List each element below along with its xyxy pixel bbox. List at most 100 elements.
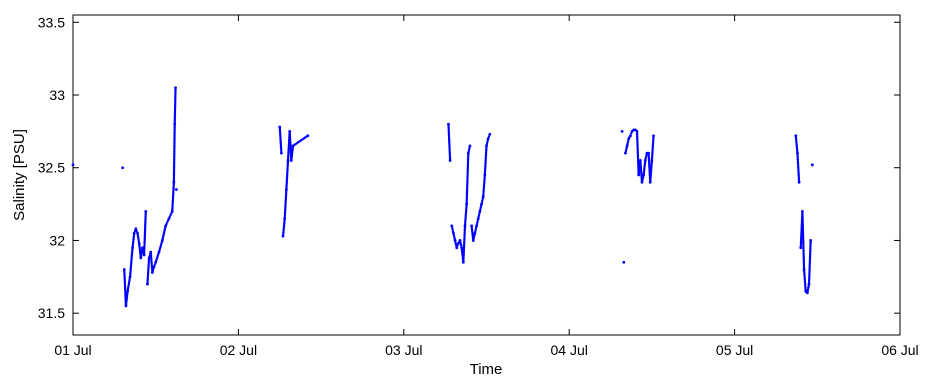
data-point <box>306 134 310 138</box>
data-point <box>151 269 155 272</box>
data-point <box>468 144 472 148</box>
data-point <box>476 221 479 224</box>
y-axis-label: Salinity [PSU] <box>11 129 28 221</box>
data-points <box>71 86 814 308</box>
data-point <box>644 157 647 160</box>
x-axis-label: Time <box>470 361 503 378</box>
plot-background <box>72 14 901 336</box>
data-point <box>453 235 456 239</box>
data-point <box>454 242 458 246</box>
data-point <box>625 148 628 151</box>
data-point <box>147 256 151 260</box>
x-tick-label: 03 Jul <box>385 342 422 358</box>
y-tick-label: 33 <box>49 87 65 103</box>
data-point <box>641 179 644 182</box>
data-point <box>165 222 168 226</box>
x-tick-label: 01 Jul <box>54 342 91 358</box>
y-tick-label: 32.5 <box>38 160 65 176</box>
data-point <box>479 208 482 211</box>
data-point <box>450 226 454 229</box>
data-point <box>282 227 285 231</box>
data-point <box>485 142 489 146</box>
data-point <box>795 145 798 148</box>
data-point <box>283 222 286 226</box>
data-point <box>452 233 456 237</box>
y-tick-label: 31.5 <box>38 305 65 321</box>
data-point <box>282 231 285 234</box>
data-point <box>474 228 477 231</box>
data-point <box>134 227 138 231</box>
data-point <box>486 141 489 144</box>
data-point <box>794 136 798 139</box>
data-point <box>169 213 172 217</box>
data-point <box>168 215 171 219</box>
data-point <box>467 148 471 151</box>
data-point <box>644 155 648 159</box>
data-point <box>472 237 475 240</box>
data-point <box>280 151 283 155</box>
data-point <box>455 246 459 250</box>
data-point <box>282 233 285 236</box>
data-point <box>477 213 481 217</box>
x-tick-label: 04 Jul <box>551 342 588 358</box>
data-point <box>153 263 157 266</box>
data-point <box>794 138 798 141</box>
data-point <box>150 271 154 274</box>
data-point <box>459 242 463 246</box>
data-point <box>282 224 286 227</box>
data-point <box>488 132 492 136</box>
data-point <box>479 206 482 209</box>
data-point <box>652 134 655 138</box>
data-point <box>474 230 477 233</box>
data-point <box>282 229 285 233</box>
data-point <box>810 163 814 167</box>
data-point <box>456 244 459 247</box>
data-point <box>283 220 286 224</box>
data-point <box>467 150 470 153</box>
data-point <box>144 209 148 213</box>
data-point <box>475 222 479 226</box>
data-point <box>132 231 136 235</box>
data-point <box>174 86 177 90</box>
x-tick-label: 06 Jul <box>881 342 918 358</box>
y-tick-label: 33.5 <box>38 14 65 30</box>
data-point <box>448 159 452 162</box>
data-point <box>620 129 624 133</box>
data-point <box>282 226 286 229</box>
data-point <box>797 180 801 184</box>
data-point <box>795 143 798 146</box>
data-point <box>166 221 169 224</box>
data-point <box>472 235 476 239</box>
data-point <box>626 141 630 144</box>
x-axis-ticks: 01 Jul 02 Jul 03 Jul 04 Jul 05 Jul 06 Jul <box>54 15 919 358</box>
data-point <box>630 132 633 135</box>
y-tick-label: 32 <box>49 232 65 248</box>
x-tick-label: 05 Jul <box>716 342 753 358</box>
data-point <box>121 166 125 170</box>
data-point <box>454 241 457 244</box>
data-point <box>133 229 137 233</box>
data-point <box>480 201 484 204</box>
data-point <box>451 228 454 231</box>
data-point <box>628 134 632 138</box>
x-tick-label: 02 Jul <box>220 342 257 358</box>
data-point <box>487 135 491 138</box>
data-point <box>486 137 490 141</box>
data-point <box>626 142 629 146</box>
data-point <box>622 260 626 264</box>
data-point <box>641 177 645 180</box>
data-point <box>795 139 798 143</box>
data-point <box>795 141 798 144</box>
data-point <box>135 229 138 233</box>
data-point <box>809 239 813 242</box>
data-point <box>174 188 178 191</box>
data-point <box>795 146 799 150</box>
data-point <box>459 241 462 244</box>
data-point <box>795 148 799 151</box>
data-point <box>624 150 628 153</box>
data-point <box>481 199 484 202</box>
data-point <box>152 265 156 269</box>
y-axis-ticks: 31.5 32 32.5 33 33.5 <box>38 14 900 321</box>
data-point <box>477 215 480 219</box>
